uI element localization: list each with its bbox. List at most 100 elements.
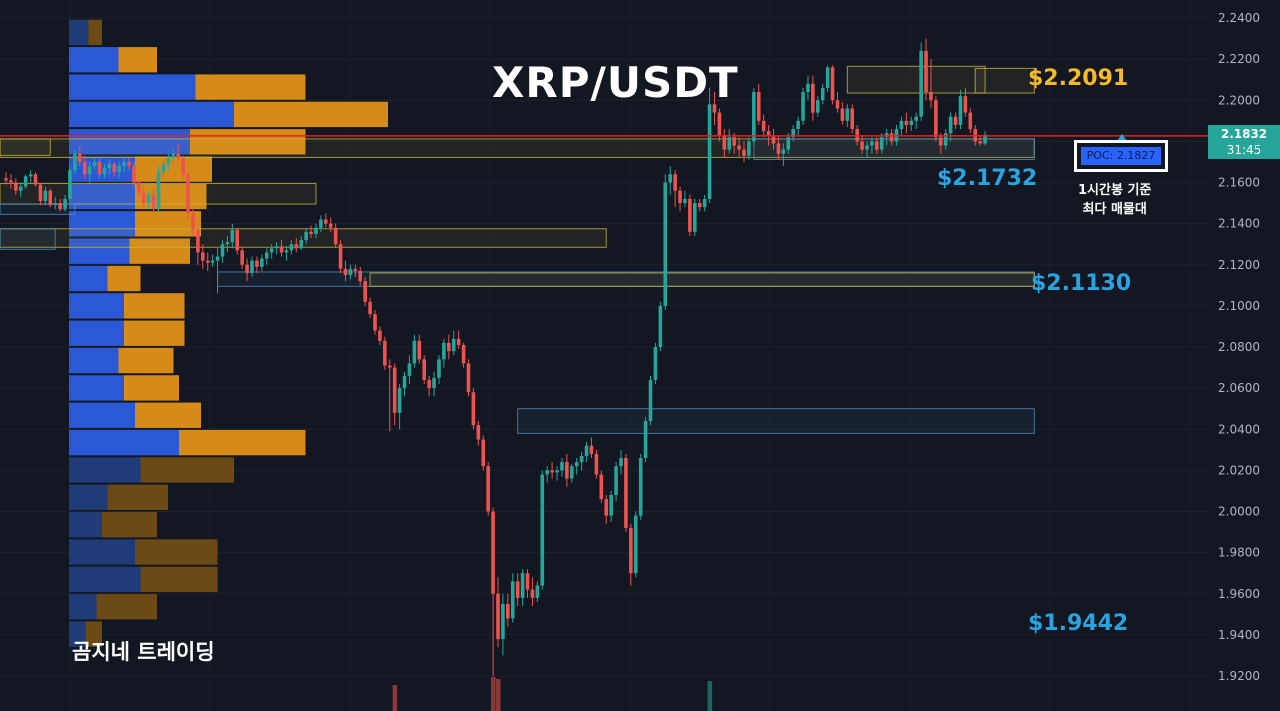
candle-down: [624, 453, 628, 533]
poc-label: POC: 2.1827: [1081, 147, 1161, 165]
candle-body: [560, 462, 564, 471]
candle-down: [132, 161, 136, 187]
candle-body: [889, 133, 894, 142]
candle-body: [510, 581, 515, 619]
volume-profile-buy-bar: [69, 566, 141, 593]
volume-profile-sell-bar: [118, 47, 157, 73]
candle-body: [747, 141, 751, 156]
candle-body: [264, 252, 269, 259]
price-zone: [846, 65, 986, 94]
current-price-tag[interactable]: 2.1832 31:45: [1208, 125, 1280, 159]
candle-up: [314, 223, 318, 239]
volume-profile-sell-bar: [135, 539, 218, 565]
candle-body: [92, 161, 97, 167]
candle-down: [904, 112, 909, 134]
candle-body: [97, 161, 102, 175]
candle-up: [609, 490, 613, 522]
candle-body: [924, 50, 928, 93]
candle-body: [156, 172, 161, 210]
candle-down: [929, 59, 933, 109]
candle-down: [368, 297, 372, 319]
price-tick-label: 2.0800: [1218, 340, 1260, 354]
candle-body: [673, 174, 677, 191]
candle-body: [417, 340, 422, 360]
candle-body: [18, 186, 23, 191]
candle-down: [324, 213, 328, 228]
candle-up: [579, 451, 584, 471]
candle-up: [442, 338, 446, 368]
candle-body: [840, 108, 845, 121]
price-zone: [0, 138, 51, 156]
candle-body: [127, 161, 131, 167]
candle-body: [201, 252, 205, 261]
candle-down: [732, 133, 736, 154]
candle-body: [599, 474, 604, 500]
candle-body: [550, 470, 554, 473]
candle-down: [392, 363, 397, 426]
candle-body: [378, 330, 382, 341]
candle-down: [963, 87, 968, 117]
candle-down: [151, 188, 156, 214]
candle-body: [624, 458, 628, 528]
price-axis[interactable]: 2.24002.22002.20002.18002.16002.14002.12…: [1218, 11, 1260, 683]
candle-up: [958, 89, 963, 130]
candle-body: [737, 145, 741, 150]
candle-up: [919, 42, 923, 121]
candle-down: [181, 155, 185, 179]
candle-body: [707, 104, 712, 199]
volume-profile-sell-bar: [234, 101, 388, 128]
price-tick-label: 2.0200: [1218, 463, 1260, 477]
candle-body: [515, 581, 520, 598]
candle-down: [722, 129, 727, 158]
candle-up: [501, 593, 505, 656]
volume-bar: [491, 677, 496, 711]
candle-body: [663, 182, 668, 306]
candle-up: [983, 131, 987, 146]
candle-down: [811, 75, 815, 121]
volume-profile-sell-bar: [85, 621, 102, 647]
candle-body: [899, 120, 904, 130]
price-zone: [0, 228, 607, 248]
candle-up: [845, 104, 850, 127]
price-tick-label: 2.1400: [1218, 217, 1260, 231]
candle-body: [811, 83, 815, 113]
volume-profile-buy-bar: [69, 129, 190, 155]
candle-body: [771, 135, 776, 144]
candle-up: [73, 149, 77, 175]
candle-body: [879, 137, 884, 150]
candle-body: [447, 342, 451, 352]
candle-body: [260, 258, 264, 267]
candle-up: [28, 170, 33, 183]
candle-body: [53, 203, 57, 206]
candle-body: [191, 213, 195, 230]
candle-body: [432, 377, 436, 389]
candle-down: [447, 334, 451, 360]
candle-down: [939, 133, 943, 154]
candlestick-series: [4, 38, 987, 676]
candle-up: [510, 573, 515, 623]
candle-body: [78, 153, 82, 162]
candle-body: [274, 246, 279, 249]
poc-marker: [1117, 133, 1127, 141]
candle-up: [299, 235, 303, 251]
candle-body: [732, 137, 736, 146]
candle-body: [786, 137, 791, 150]
candle-down: [378, 326, 382, 345]
candle-up: [693, 198, 697, 236]
price-tick-label: 2.0600: [1218, 381, 1260, 395]
candle-down: [889, 129, 894, 146]
candle-down: [58, 198, 62, 212]
candle-down: [673, 170, 677, 208]
volume-profile-buy-bar: [69, 47, 119, 73]
candle-body: [28, 174, 33, 177]
candle-body: [176, 153, 180, 158]
volume-profile-buy-bar: [69, 594, 97, 620]
candle-body: [171, 153, 176, 158]
candle-down: [629, 523, 633, 586]
candle-up: [284, 246, 289, 261]
volume-profile-buy-bar: [69, 457, 141, 483]
candle-body: [870, 141, 874, 146]
candle-body: [683, 198, 687, 204]
candle-body: [806, 83, 810, 93]
